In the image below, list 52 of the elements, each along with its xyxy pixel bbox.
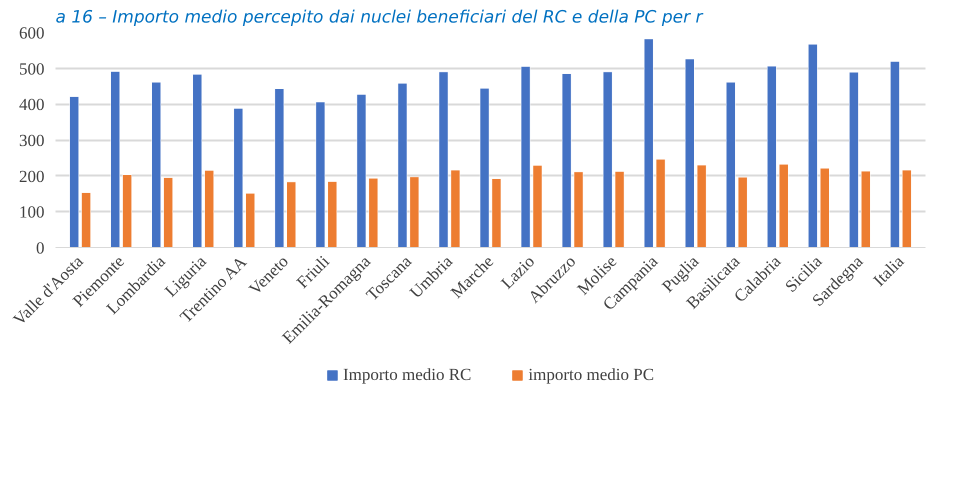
- bar: [492, 178, 502, 248]
- bar: [520, 66, 530, 248]
- bar: [69, 96, 79, 248]
- bar: [767, 66, 777, 248]
- bar: [574, 172, 584, 248]
- bar: [356, 94, 366, 248]
- y-tick-label: 300: [19, 131, 44, 150]
- bar: [368, 178, 378, 248]
- bar: [328, 181, 338, 248]
- bar: [738, 177, 748, 248]
- bar: [696, 164, 706, 248]
- bar: [398, 83, 408, 248]
- bar: [163, 177, 173, 248]
- bar: [204, 170, 214, 248]
- bar: [286, 182, 296, 248]
- chart-title: a 16 – Importo medio percepito dai nuclei beneficiari del RC e della PC per r: [56, 8, 704, 28]
- y-tick-label: 600: [19, 24, 44, 42]
- bar: [861, 170, 871, 248]
- y-tick-label: 400: [19, 95, 44, 114]
- bar: [644, 38, 654, 248]
- bar: [316, 102, 326, 248]
- bar: [684, 58, 694, 248]
- bar: [902, 170, 912, 248]
- bar: [532, 165, 542, 248]
- bar: [245, 193, 255, 248]
- bar: [849, 72, 859, 248]
- bar: [151, 82, 162, 248]
- bar: [480, 88, 490, 248]
- bar: [656, 159, 666, 248]
- y-tick-label: 500: [19, 59, 44, 78]
- bar: [81, 192, 91, 248]
- bar: [438, 72, 448, 248]
- bar: [726, 82, 736, 248]
- bar: [122, 174, 132, 248]
- bar: [274, 88, 284, 248]
- bar: [192, 74, 202, 248]
- legend-label: importo medio PC: [528, 365, 654, 385]
- bar: [562, 73, 572, 248]
- y-tick-label: 100: [19, 202, 44, 222]
- bar: [602, 72, 612, 248]
- bar: [410, 176, 420, 248]
- bar: [808, 44, 818, 248]
- bar: [820, 168, 830, 248]
- bar: [890, 61, 900, 248]
- bar: [450, 170, 460, 248]
- bar: [614, 171, 624, 248]
- bar: [234, 108, 244, 248]
- bar: [778, 164, 788, 248]
- y-tick-label: 200: [19, 166, 44, 186]
- legend-label: Importo medio RC: [342, 365, 472, 385]
- bar: [110, 71, 120, 248]
- y-tick-label: 0: [36, 238, 44, 258]
